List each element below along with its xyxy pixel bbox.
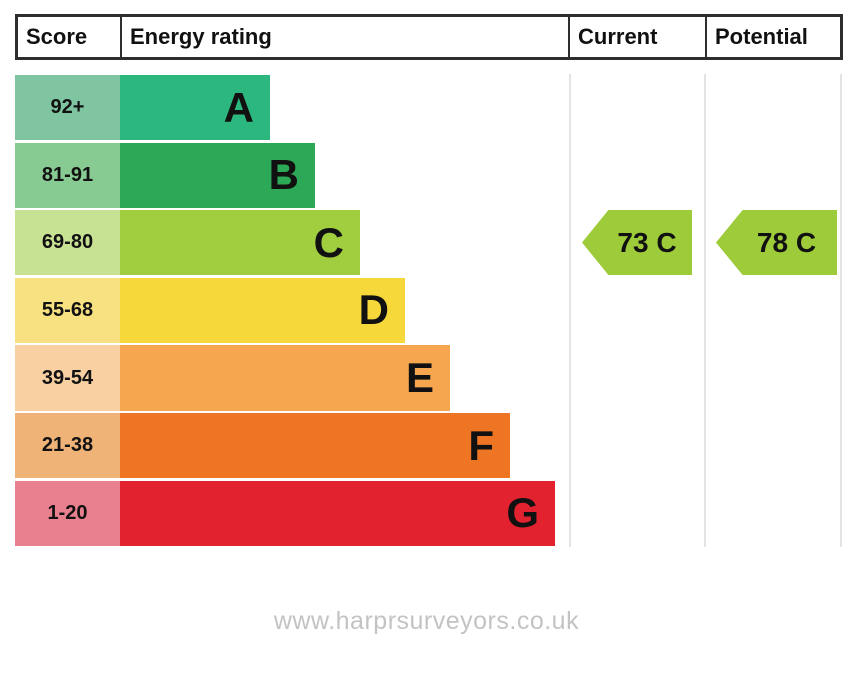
separator-line-current-potential (704, 74, 706, 547)
band-row-a: 92+ A (15, 75, 555, 141)
header-score: Score (26, 24, 88, 49)
potential-rating-arrow: 78 C (716, 210, 837, 275)
band-row-e: 39-54 E (15, 345, 555, 411)
band-letter-g: G (506, 489, 539, 537)
potential-rating-label: 78 C (756, 226, 817, 258)
score-cell-d: 55-68 (15, 277, 120, 344)
band-row-b: 81-91 B (15, 142, 555, 208)
band-letter-b: B (268, 151, 299, 199)
bar-e: E (120, 345, 450, 411)
website-text: www.harprsurveyors.co.uk (273, 607, 580, 635)
band-row-g: 1-20 G (15, 480, 555, 546)
current-rating-arrow: 73 C (582, 210, 692, 275)
rating-bands: 92+ A 81-91 B 69-80 C 55-68 D 39-54 E 21… (15, 75, 555, 546)
band-letter-e: E (405, 354, 434, 402)
header-current: Current (568, 17, 705, 57)
header-energy-rating: Energy rating (120, 17, 568, 57)
band-letter-f: F (468, 421, 494, 469)
score-cell-c: 69-80 (15, 210, 120, 276)
separator-line-right-edge (840, 74, 842, 547)
score-cell-e: 39-54 (15, 345, 120, 411)
current-rating-label: 73 C (617, 226, 677, 258)
band-letter-d: D (358, 286, 389, 334)
bar-a: A (120, 75, 270, 141)
bar-d: D (120, 277, 405, 344)
band-letter-c: C (313, 218, 344, 266)
bar-c: C (120, 210, 360, 276)
bar-f: F (120, 412, 510, 479)
bar-b: B (120, 142, 315, 208)
score-cell-g: 1-20 (15, 480, 120, 546)
band-row-f: 21-38 F (15, 412, 555, 479)
band-letter-a: A (223, 83, 254, 131)
score-cell-f: 21-38 (15, 412, 120, 479)
separator-line-chart-current (569, 74, 571, 547)
header-potential: Potential (705, 17, 840, 57)
header-row: Score Energy rating Current Potential (15, 14, 843, 60)
band-row-c: 69-80 C (15, 210, 555, 276)
score-cell-a: 92+ (15, 75, 120, 141)
bar-g: G (120, 480, 555, 546)
band-row-d: 55-68 D (15, 277, 555, 344)
score-cell-b: 81-91 (15, 142, 120, 208)
